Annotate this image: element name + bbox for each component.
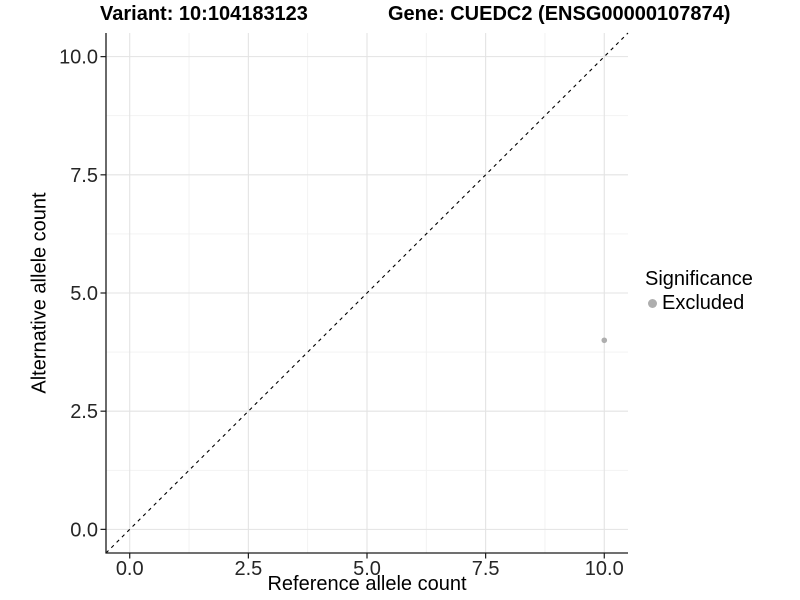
x-tick-label: 0.0 (116, 558, 144, 580)
legend-key-dot (648, 299, 657, 308)
data-point (601, 337, 608, 344)
x-tick-label: 2.5 (234, 558, 262, 580)
legend: Significance Excluded (645, 268, 753, 315)
y-tick-label: 5.0 (70, 283, 98, 305)
y-tick-label: 0.0 (70, 519, 98, 541)
y-tick-label: 7.5 (70, 165, 98, 187)
plot-title-gene: Gene: CUEDC2 (ENSG00000107874) (388, 3, 731, 25)
y-tick-label: 2.5 (70, 401, 98, 423)
legend-item-label: Excluded (662, 292, 745, 314)
x-axis-title: Reference allele count (267, 573, 467, 595)
x-tick-label: 10.0 (585, 558, 624, 580)
x-tick-label: 7.5 (472, 558, 500, 580)
y-axis-title: Alternative allele count (28, 192, 51, 394)
plot-title-variant: Variant: 10:104183123 (100, 3, 308, 25)
y-tick-label: 10.0 (59, 47, 98, 69)
legend-title: Significance (645, 268, 753, 290)
x-tick-label: 5.0 (353, 558, 381, 580)
legend-item-excluded: Excluded (645, 292, 753, 315)
identity-reference-line (105, 32, 629, 554)
